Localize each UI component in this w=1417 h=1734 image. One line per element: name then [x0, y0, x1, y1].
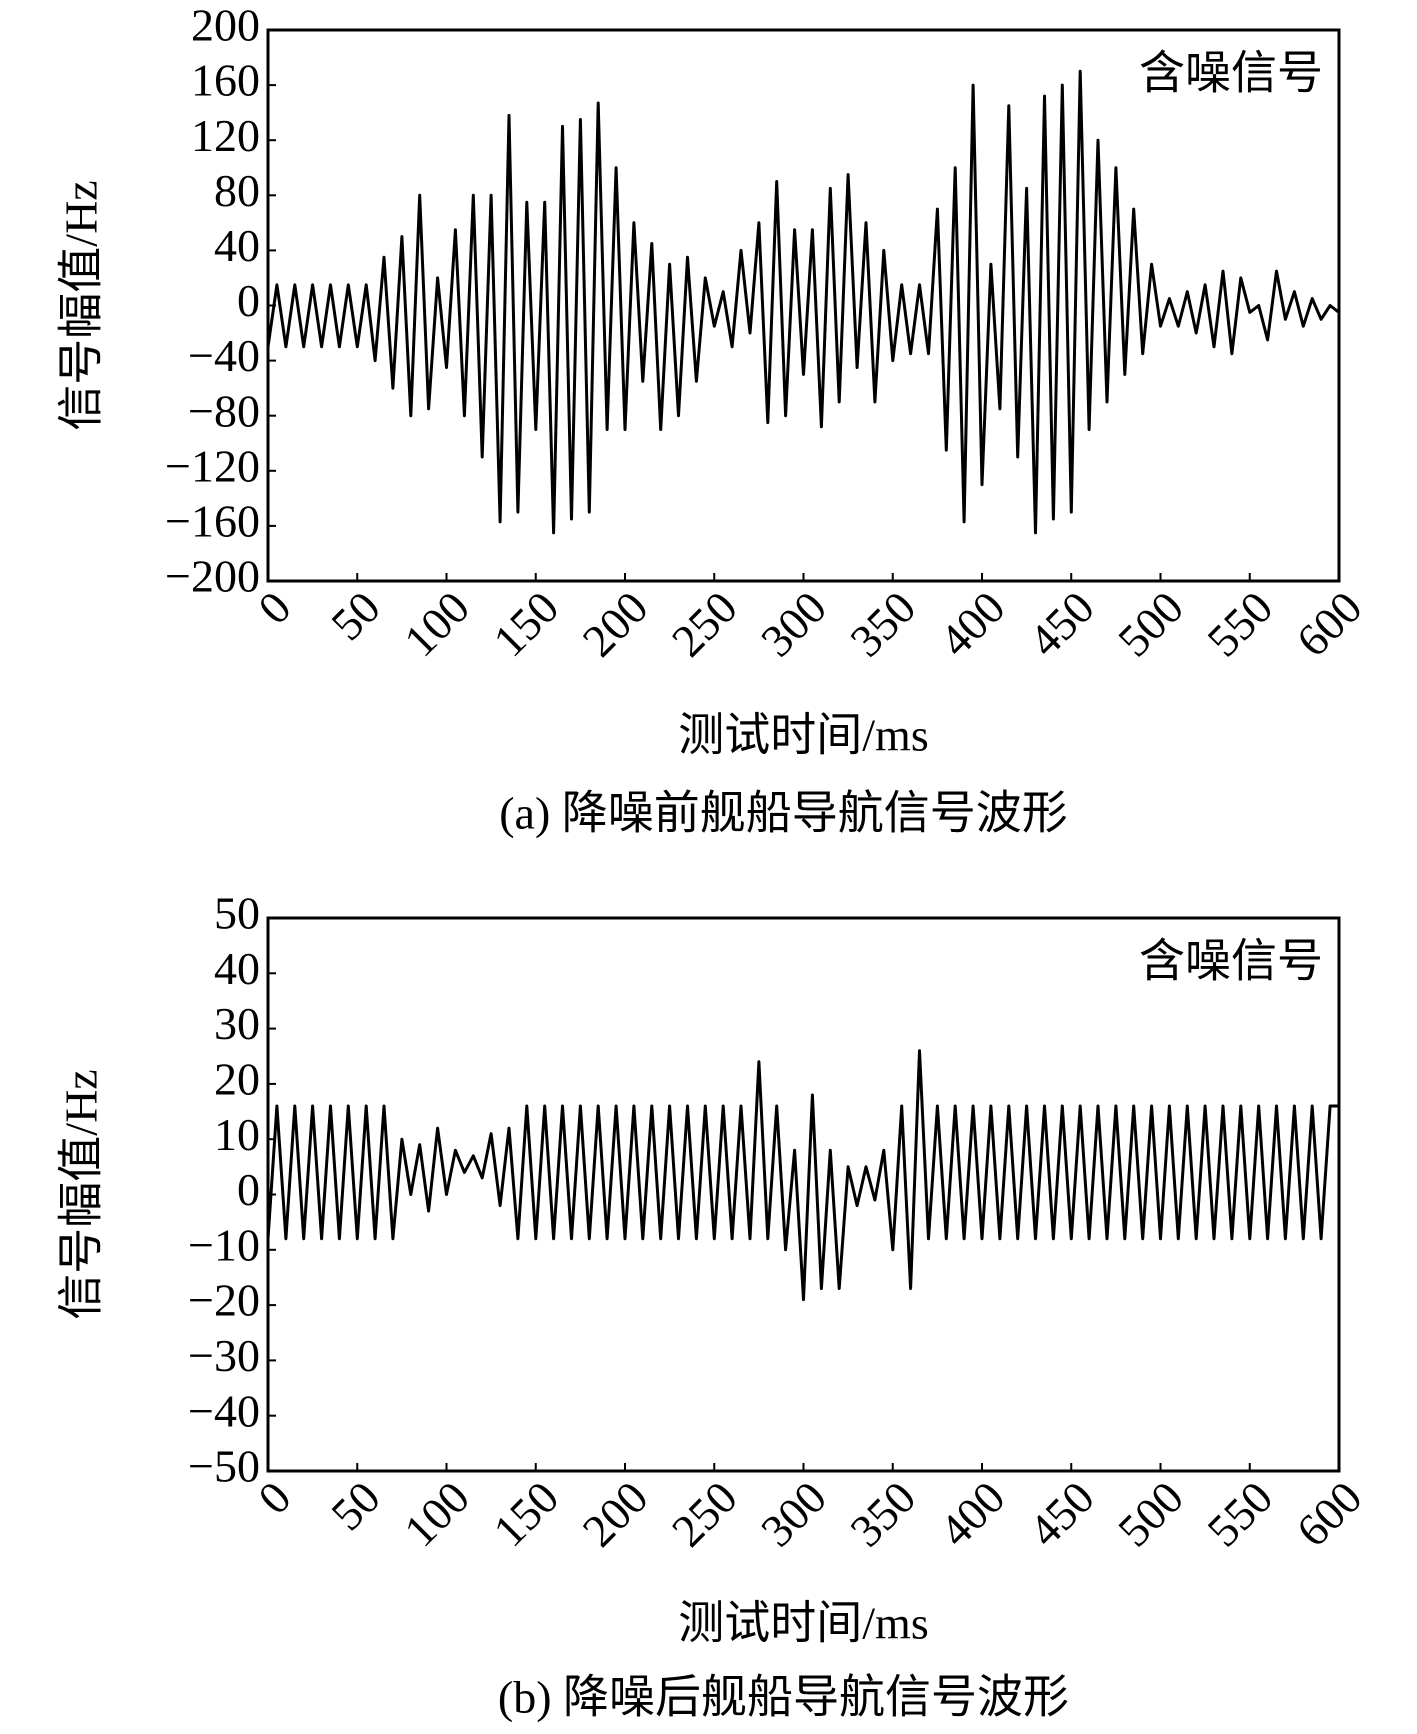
x-tick-label: 0: [248, 1471, 300, 1523]
x-tick-label: 200: [573, 581, 658, 666]
x-tick-label: 400: [930, 581, 1015, 666]
y-tick-label: −30: [188, 1330, 260, 1381]
y-tick-label: 10: [214, 1109, 260, 1160]
y-tick-label: −80: [188, 385, 260, 436]
x-tick-label: 300: [751, 1471, 836, 1556]
y-tick-label: 20: [214, 1053, 260, 1104]
x-tick-label: 550: [1197, 581, 1282, 666]
y-tick-label: 80: [214, 165, 260, 216]
x-tick-label: 100: [394, 1471, 479, 1556]
y-tick-label: 200: [191, 0, 260, 51]
signal-line: [266, 1049, 1339, 1302]
y-axis-label: 信号幅值/Hz: [56, 180, 107, 430]
plot-frame: [266, 28, 1341, 583]
annotation: 含噪信号: [1139, 48, 1323, 99]
y-tick-label: −200: [165, 551, 260, 602]
x-axis-label: 测试时间/ms: [678, 710, 928, 761]
y-tick-label: 50: [214, 888, 260, 939]
x-tick-label: 400: [930, 1471, 1015, 1556]
y-tick-label: −20: [188, 1275, 260, 1326]
y-tick-label: −40: [188, 330, 260, 381]
y-axis-label: 信号幅值/Hz: [56, 1069, 107, 1319]
annotation: 含噪信号: [1139, 936, 1323, 987]
x-tick-label: 600: [1287, 1471, 1372, 1556]
y-tick-label: −40: [188, 1385, 260, 1436]
caption: (a) 降噪前舰船导航信号波形: [499, 788, 1068, 839]
x-tick-label: 150: [483, 581, 568, 666]
y-tick-label: 40: [214, 943, 260, 994]
x-tick-label: 100: [394, 581, 479, 666]
y-tick-label: −10: [188, 1219, 260, 1270]
y-tick-label: −160: [165, 495, 260, 546]
x-tick-label: 250: [662, 1471, 747, 1556]
x-tick-label: 0: [248, 581, 300, 633]
y-tick-label: −120: [165, 440, 260, 491]
x-tick-label: 450: [1019, 1471, 1104, 1556]
x-tick-label: 200: [573, 1471, 658, 1556]
y-tick-label: 160: [191, 55, 260, 106]
y-tick-label: 120: [191, 110, 260, 161]
x-tick-label: 300: [751, 581, 836, 666]
x-axis-label: 测试时间/ms: [678, 1598, 928, 1649]
x-tick-label: 500: [1108, 1471, 1193, 1556]
x-tick-label: 350: [840, 1471, 925, 1556]
x-tick-label: 50: [321, 1471, 390, 1540]
signal-line: [266, 69, 1340, 535]
caption: (b) 降噪后舰船导航信号波形: [498, 1672, 1069, 1723]
x-tick-label: 150: [483, 1471, 568, 1556]
y-tick-label: 0: [237, 1164, 260, 1215]
plot-frame: [266, 916, 1341, 1473]
x-tick-label: 500: [1108, 581, 1193, 666]
y-tick-label: −50: [188, 1441, 260, 1492]
y-tick-label: 0: [237, 275, 260, 326]
x-tick-label: 250: [662, 581, 747, 666]
y-tick-label: 40: [214, 220, 260, 271]
x-tick-label: 550: [1197, 1471, 1282, 1556]
y-tick-label: 30: [214, 998, 260, 1049]
x-tick-label: 350: [840, 581, 925, 666]
x-tick-label: 600: [1287, 581, 1372, 666]
x-tick-label: 50: [321, 581, 390, 650]
x-tick-label: 450: [1019, 581, 1104, 666]
